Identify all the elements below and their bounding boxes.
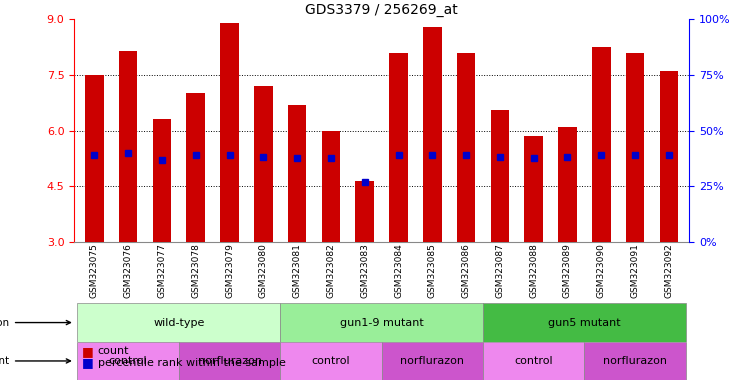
Bar (280, 342, 382, 380)
Bar (382, 342, 483, 380)
Bar (254, 86, 273, 242)
Text: gun1-9 mutant: gun1-9 mutant (339, 318, 424, 328)
Text: gun5 mutant: gun5 mutant (548, 318, 621, 328)
Bar (389, 53, 408, 242)
Bar (119, 51, 138, 242)
Text: norflurazon: norflurazon (198, 356, 262, 366)
Text: genotype/variation: genotype/variation (0, 318, 70, 328)
Bar (592, 47, 611, 242)
Bar (483, 342, 585, 380)
Bar (288, 104, 307, 242)
Bar (558, 127, 576, 242)
Bar (220, 23, 239, 242)
Bar (659, 71, 678, 242)
Bar (491, 110, 509, 242)
Bar (423, 26, 442, 242)
Bar (78, 303, 280, 342)
Text: count: count (98, 346, 130, 356)
Title: GDS3379 / 256269_at: GDS3379 / 256269_at (305, 3, 458, 17)
Text: control: control (109, 356, 147, 366)
Text: control: control (312, 356, 350, 366)
Text: wild-type: wild-type (153, 318, 205, 328)
Bar (187, 93, 205, 242)
Bar (525, 136, 543, 242)
Text: agent: agent (0, 356, 70, 366)
Bar (179, 342, 280, 380)
Bar (85, 75, 104, 242)
Bar (78, 342, 179, 380)
Bar (322, 131, 340, 242)
Text: percentile rank within the sample: percentile rank within the sample (98, 358, 286, 368)
Bar (153, 119, 171, 242)
Bar (456, 53, 476, 242)
Text: norflurazon: norflurazon (400, 356, 465, 366)
Bar (585, 342, 685, 380)
Bar (625, 53, 645, 242)
Text: ■: ■ (82, 356, 93, 369)
Text: control: control (514, 356, 553, 366)
Text: norflurazon: norflurazon (603, 356, 667, 366)
Bar (483, 303, 685, 342)
Text: ■: ■ (82, 345, 93, 358)
Bar (356, 181, 374, 242)
Bar (280, 303, 483, 342)
